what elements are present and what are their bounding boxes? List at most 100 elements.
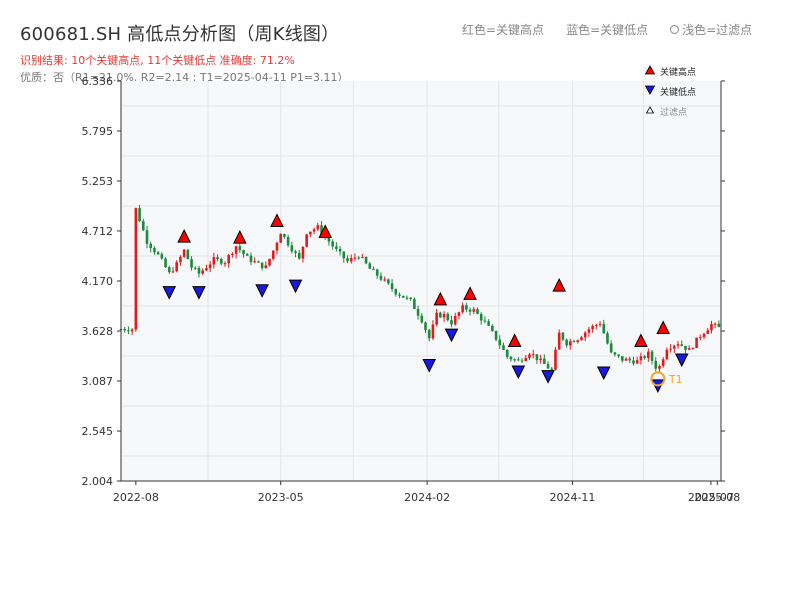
candle-down <box>123 329 127 331</box>
candle-down <box>502 345 505 350</box>
candle-down <box>613 352 617 355</box>
candle-up <box>457 312 461 317</box>
candle-down <box>401 295 405 298</box>
candle-up <box>528 354 531 358</box>
x-tick-label: 2022-08 <box>113 491 159 504</box>
candle-down <box>606 333 609 344</box>
candle-down <box>364 257 368 264</box>
candle-up <box>576 340 580 343</box>
key-high-marker <box>463 286 477 300</box>
key-high-marker <box>552 277 567 292</box>
candle-up <box>710 324 713 331</box>
key-high-marker <box>433 291 448 306</box>
result-subtitle: 识别结果: 10个关键高点, 11个关键低点 准确度: 71.2% <box>20 54 295 67</box>
candle-down <box>621 356 624 361</box>
candle-down <box>517 359 520 361</box>
candle-up <box>676 344 680 346</box>
candle-down <box>413 299 416 310</box>
candle-up <box>524 357 528 362</box>
x-tick-label: 2024-11 <box>549 491 595 504</box>
candle-up <box>212 257 216 265</box>
hollow-circle-icon <box>670 25 680 34</box>
candle-up <box>305 234 308 247</box>
candle-down <box>375 269 379 276</box>
plot-background <box>121 81 721 481</box>
candle-down <box>167 267 171 273</box>
candle-down <box>335 246 338 249</box>
candle-up <box>253 261 256 263</box>
x-tick-label: 2025-08 <box>694 491 740 504</box>
candle-down <box>446 313 450 321</box>
y-tick-label: 4.170 <box>82 275 114 288</box>
candle-down <box>156 252 160 255</box>
candle-down <box>238 246 242 251</box>
candle-down <box>216 257 219 260</box>
candle-down <box>476 309 479 314</box>
key-high-marker <box>233 229 247 244</box>
candle-up <box>713 323 717 325</box>
candle-up <box>201 270 204 274</box>
candles-layer <box>119 205 721 372</box>
candle-up <box>665 349 669 360</box>
y-tick-label: 4.712 <box>82 225 114 238</box>
candle-down <box>427 329 431 339</box>
key-high-marker <box>318 224 333 239</box>
candle-up <box>598 323 602 325</box>
candle-up <box>264 265 268 269</box>
candle-down <box>398 294 401 296</box>
key-low-marker <box>162 286 177 300</box>
x-tick-label: 2025-07 <box>688 491 734 504</box>
candle-down <box>439 312 442 318</box>
t1-circle-marker <box>650 371 666 387</box>
plot-area <box>121 81 721 481</box>
candle-down <box>483 320 487 322</box>
candle-down <box>487 321 490 326</box>
candle-down <box>342 251 346 259</box>
candle-down <box>409 297 412 300</box>
candle-up <box>699 336 702 338</box>
candle-down <box>160 254 164 259</box>
candle-up <box>182 249 186 257</box>
candle-up <box>461 305 464 313</box>
top-legend-red: 红色=关键高点 <box>462 23 545 37</box>
candle-up <box>624 358 628 361</box>
candle-down <box>145 230 149 244</box>
candle-down <box>535 354 539 361</box>
candle-down <box>327 236 331 242</box>
candle-up <box>231 253 234 256</box>
candle-up <box>635 360 639 364</box>
candle-down <box>372 268 375 270</box>
candle-down <box>550 368 554 370</box>
candle-down <box>468 309 472 312</box>
candle-down <box>654 360 658 369</box>
key-low-marker <box>541 370 555 384</box>
candle-down <box>127 330 130 332</box>
key-high-marker <box>507 333 522 347</box>
candle-down <box>572 341 576 343</box>
legend-high-label: 关键高点 <box>660 66 696 78</box>
key-high-marker <box>270 213 284 227</box>
candle-down <box>543 358 546 365</box>
candle-up <box>271 250 275 259</box>
key-high-marker <box>177 229 191 243</box>
candle-down <box>643 356 646 358</box>
key-low-marker <box>444 328 459 343</box>
top-legend-blue: 蓝色=关键低点 <box>566 23 649 37</box>
candle-up <box>591 325 594 330</box>
candle-up <box>442 313 446 318</box>
candle-down <box>405 297 409 299</box>
candle-up <box>208 264 212 269</box>
candle-down <box>416 309 420 316</box>
candle-down <box>498 339 502 346</box>
candle-down <box>245 254 249 256</box>
candle-down <box>141 221 145 231</box>
candle-down <box>320 225 323 235</box>
key-low-marker <box>422 359 437 373</box>
candle-down <box>197 267 201 274</box>
candle-down <box>387 279 390 284</box>
key-low-marker <box>255 284 269 298</box>
candle-up <box>557 332 561 350</box>
candle-down <box>505 349 509 357</box>
candle-up <box>673 345 676 349</box>
candle-down <box>617 354 620 357</box>
